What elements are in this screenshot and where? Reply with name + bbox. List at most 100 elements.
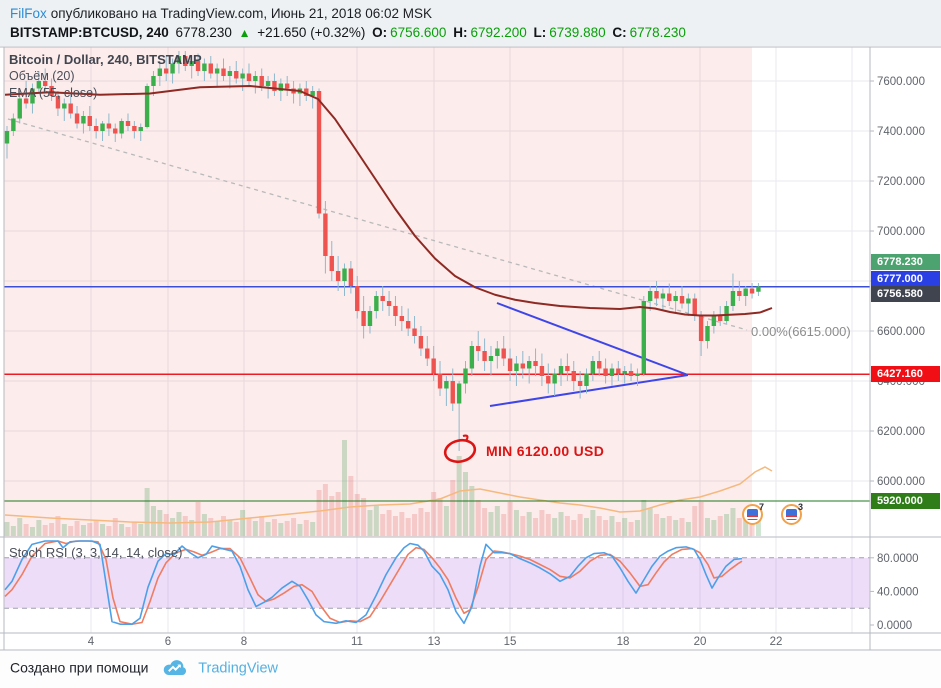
candle-body (221, 68, 226, 76)
volume-bar (87, 523, 93, 536)
volume-bar (603, 520, 609, 536)
volume-bar (711, 520, 717, 536)
volume-bar (628, 522, 634, 536)
volume-bar (462, 472, 468, 536)
candle-body (214, 68, 220, 74)
x-axis-label[interactable]: 11 (351, 636, 363, 648)
x-axis-label[interactable]: 20 (694, 636, 707, 648)
volume-bar (501, 514, 507, 536)
byline-text: опубликовано на TradingView.com, Июнь 21… (50, 6, 432, 21)
candle-body (106, 123, 112, 129)
stoch-d-line (4, 540, 743, 625)
idea-marker-badge[interactable]: 3 (781, 502, 803, 525)
y-axis-label[interactable]: 6200.000 (877, 426, 925, 438)
candle-body (195, 61, 201, 71)
candle-body (756, 286, 761, 292)
candle-body (437, 373, 443, 389)
ema-indicator-label[interactable]: EMA (55, close) (9, 86, 98, 100)
price-badge[interactable]: 6427.160 (871, 366, 940, 382)
price-badge[interactable]: 6778.230 (871, 254, 940, 270)
triangle-trendline[interactable] (489, 374, 689, 407)
volume-bar (195, 502, 201, 536)
stoch-rsi-label[interactable]: Stoch RSI (3, 3, 14, 14, close) (9, 545, 183, 560)
author-link[interactable]: FilFox (10, 6, 47, 21)
last-price: 6778.230 (175, 25, 232, 40)
candle-body (361, 311, 366, 326)
volume-bar (170, 518, 176, 536)
candle-body (284, 83, 290, 89)
x-axis-label[interactable]: 15 (504, 636, 517, 648)
candle-body (737, 291, 742, 296)
candle-body (43, 81, 48, 86)
candle-body (418, 336, 424, 349)
x-axis-label[interactable]: 18 (617, 636, 630, 648)
x-axis-label[interactable]: 6 (165, 636, 171, 648)
y-axis-label[interactable]: 7400.000 (877, 126, 925, 138)
candle-body (23, 98, 29, 104)
y-axis-label[interactable]: 7200.000 (877, 176, 925, 188)
y-axis-label[interactable]: 6600.000 (877, 326, 925, 338)
price-badge[interactable]: 6777.000 (871, 271, 940, 287)
candle-body (647, 291, 653, 301)
candle-body (355, 286, 360, 311)
volume-bar (456, 456, 462, 536)
candle-body (208, 63, 213, 74)
candle-body (253, 76, 258, 81)
volume-bar (42, 525, 48, 536)
volume-bar (571, 520, 577, 536)
trendline-dashed[interactable] (7, 118, 748, 331)
fib-level-label[interactable]: 0.00%(6615.000) (751, 324, 851, 339)
stoch-axis-label[interactable]: 40.0000 (877, 586, 919, 598)
volume-ma-line (4, 466, 773, 524)
candle-body (711, 316, 717, 326)
close-label: C: (612, 25, 627, 40)
candle-body (329, 256, 334, 271)
candle-body (463, 368, 468, 384)
stoch-axis-label[interactable]: 0.0000 (877, 620, 912, 632)
price-badge[interactable]: 5920.000 (871, 493, 940, 509)
ema-line (4, 85, 773, 317)
idea-marker-badge[interactable]: 7 (742, 502, 764, 525)
x-axis-label[interactable]: 13 (428, 636, 441, 648)
min-circle-annotation[interactable] (443, 438, 477, 465)
candle-body (405, 321, 411, 329)
volume-bar (348, 476, 354, 536)
volume-indicator-label[interactable]: Объём (20) (9, 69, 75, 83)
volume-bar (373, 506, 379, 536)
volume-bar (361, 498, 367, 536)
candle-body (444, 381, 449, 389)
volume-bar (583, 518, 589, 536)
candle-body (743, 288, 748, 296)
min-circle-tail (462, 434, 469, 442)
x-axis-label[interactable]: 22 (770, 636, 783, 648)
candle-body (49, 86, 54, 96)
volume-bar (698, 502, 704, 536)
y-axis-label[interactable]: 6000.000 (877, 476, 925, 488)
x-axis-label[interactable]: 4 (88, 636, 95, 648)
volume-bar (17, 518, 23, 536)
symbol-label[interactable]: BITSTAMP:BTCUSD, 240 (10, 25, 169, 40)
y-axis-label[interactable]: 7600.000 (877, 76, 925, 88)
volume-bar (679, 518, 685, 536)
volume-bar (221, 516, 227, 536)
chart-title[interactable]: Bitcoin / Dollar, 240, BITSTAMP (9, 52, 202, 67)
x-axis-label[interactable]: 8 (241, 636, 247, 648)
price-badge[interactable]: 6756.580 (871, 286, 940, 302)
idea-count: 7 (758, 502, 764, 512)
tradingview-logo-icon[interactable] (162, 659, 188, 677)
volume-bar (125, 527, 131, 536)
tradingview-brand-link[interactable]: TradingView (198, 660, 278, 677)
stoch-axis-label[interactable]: 80.0000 (877, 553, 919, 565)
candle-body (673, 296, 678, 301)
volume-bar (36, 520, 42, 536)
candle-body (590, 361, 596, 374)
candle-body (234, 71, 239, 79)
volume-bar (386, 510, 392, 536)
volume-bar (150, 506, 156, 536)
triangle-trendline[interactable] (496, 302, 689, 376)
y-axis-label[interactable]: 7000.000 (877, 226, 925, 238)
volume-bar (596, 516, 602, 536)
volume-bar (482, 508, 488, 536)
volume-bar (622, 518, 628, 536)
